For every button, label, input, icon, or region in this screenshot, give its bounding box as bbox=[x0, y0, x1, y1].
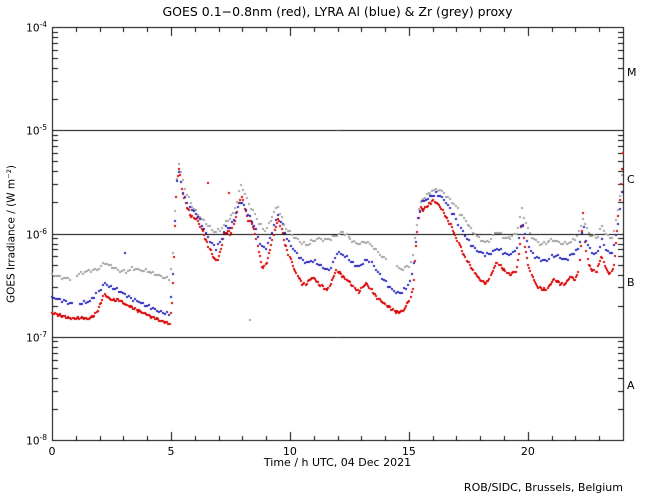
x-tick-label: 0 bbox=[48, 445, 56, 458]
x-tick-label: 10 bbox=[282, 445, 297, 458]
flare-class-label-m: M bbox=[627, 66, 637, 80]
credit-text: ROB/SIDC, Brussels, Belgium bbox=[463, 481, 623, 494]
y-tick-label: 10-8 bbox=[26, 433, 47, 448]
x-axis-label: Time / h UTC, 04 Dec 2021 bbox=[263, 456, 412, 469]
x-tick-label: 20 bbox=[520, 445, 535, 458]
y-tick-label: 10-7 bbox=[26, 329, 47, 345]
y-tick-label: 10-6 bbox=[26, 226, 47, 242]
x-tick-label: 5 bbox=[167, 445, 175, 458]
x-tick-label: 15 bbox=[401, 445, 416, 458]
flare-class-label-c: C bbox=[627, 172, 635, 186]
flare-class-label-b: B bbox=[627, 276, 635, 290]
y-tick-label: 10-4 bbox=[26, 20, 47, 35]
flare-class-label-a: A bbox=[627, 379, 635, 393]
y-tick-label: 10-5 bbox=[26, 123, 47, 138]
chart-title: GOES 0.1−0.8nm (red), LYRA Al (blue) & Z… bbox=[162, 4, 513, 19]
